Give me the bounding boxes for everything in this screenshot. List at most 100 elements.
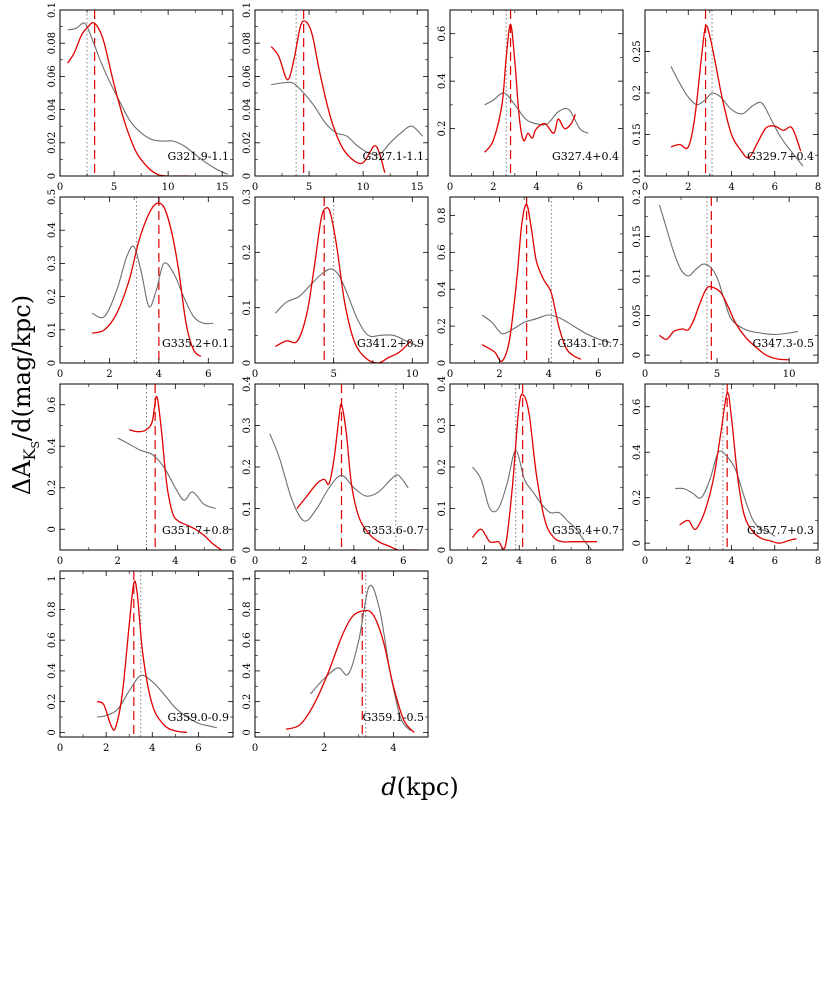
series-line-model <box>670 66 804 167</box>
y-tick-label: 0 <box>242 173 253 179</box>
x-tick-label: 2 <box>321 743 327 754</box>
panel-source-label: G353.6-0.7 <box>363 524 425 537</box>
x-tick-label: 2 <box>481 556 487 567</box>
series-line-observed <box>91 202 202 357</box>
x-tick-label: 10 <box>162 182 175 193</box>
panel-source-label: G351.7+0.8 <box>162 524 229 537</box>
x-tick-label: 6 <box>772 182 778 193</box>
y-tick-label: 0.6 <box>437 244 448 260</box>
y-tick-label: 0.3 <box>437 418 448 434</box>
y-tick-label: 0.1 <box>437 501 448 517</box>
y-tick-label: 0.2 <box>47 480 58 496</box>
x-tick-label: 4 <box>149 743 155 754</box>
series-line-model <box>658 204 798 336</box>
panel-g351-7-0-8: 0 2 4 6 0 0.2 0.4 0.6 G351.7+0.8 <box>47 383 236 567</box>
panel-g357-7-0-3: 0 2 4 6 8 0 0.2 0.4 0.6 G357.7+0.3 <box>632 383 821 567</box>
panel-frame <box>254 570 429 738</box>
series-line-model <box>117 437 216 510</box>
panel-source-label: G327.4+0.4 <box>552 150 619 163</box>
y-tick-label: 0 <box>47 173 58 179</box>
y-axis-title-sub: K <box>20 447 39 460</box>
series-line-observed <box>679 392 797 544</box>
y-tick-label: 0.1 <box>242 2 253 18</box>
y-tick-label: 0.6 <box>242 632 253 648</box>
y-tick-label: 0.6 <box>47 632 58 648</box>
x-tick-label: 4 <box>390 743 396 754</box>
y-tick-label: 0 <box>242 360 253 366</box>
x-tick-label: 2 <box>496 369 502 380</box>
series-line-observed <box>296 403 419 550</box>
y-axis-title: ΔAKS/d(mag/kpc) <box>8 295 42 495</box>
plot-area <box>96 571 218 737</box>
x-tick-label: 8 <box>815 556 821 567</box>
x-tick-label: 6 <box>595 369 601 380</box>
y-tick-label: 0.4 <box>437 281 448 297</box>
x-tick-label: 2 <box>114 556 120 567</box>
y-tick-label: 0.1 <box>632 268 643 284</box>
x-tick-label: 4 <box>533 182 539 193</box>
x-tick-label: 0 <box>57 182 63 193</box>
x-tick-label: 10 <box>406 369 419 380</box>
y-tick-label: 0.3 <box>242 418 253 434</box>
y-tick-label: 0.4 <box>47 438 58 454</box>
series-line-model <box>67 22 228 175</box>
x-tick-label: 0 <box>447 369 453 380</box>
plot-area <box>481 197 611 363</box>
y-tick-label: 0.3 <box>47 255 58 271</box>
x-tick-label: 6 <box>205 369 211 380</box>
y-tick-label: 0.2 <box>632 490 643 506</box>
y-tick-label: 0 <box>242 729 253 735</box>
y-tick-label: 0 <box>47 729 58 735</box>
panel-source-label: G343.1-0.7 <box>558 337 620 350</box>
x-tick-label: 4 <box>156 369 162 380</box>
panel-g347-3-0-5: 0 5 10 0 0.05 0.1 0.15 0.2 G347.3-0.5 <box>632 189 819 380</box>
series-line-model <box>96 674 218 729</box>
y-tick-label: 0.3 <box>242 189 253 205</box>
panel-source-label: G355.4+0.7 <box>552 524 619 537</box>
series-line-model <box>675 450 776 537</box>
x-tick-label: 5 <box>111 182 117 193</box>
panel-source-label: G357.7+0.3 <box>747 524 814 537</box>
series-line-model <box>271 81 423 156</box>
y-axis-title-subsub: S <box>29 441 42 449</box>
plot-area <box>484 10 589 176</box>
y-tick-label: 0.2 <box>242 244 253 260</box>
panel-g327-1-1-1: 0 5 10 15 0 0.02 0.04 0.06 0.08 0.1 G327.1-1.1 <box>242 2 429 193</box>
x-tick-label: 2 <box>685 556 691 567</box>
x-tick-label: 4 <box>516 556 522 567</box>
plot-area <box>472 384 597 550</box>
y-tick-label: 1 <box>242 575 253 581</box>
x-tick-label: 8 <box>585 556 591 567</box>
panel-g359-0-0-9: 0 2 4 6 0 0.2 0.4 0.6 0.8 1 G359.0-0.9 <box>47 570 234 754</box>
y-tick-label: 0.8 <box>437 207 448 223</box>
panel-source-label: G347.3-0.5 <box>753 337 815 350</box>
panel-source-label: G329.7+0.4 <box>747 150 814 163</box>
series-line-model <box>472 449 593 550</box>
panel-g341-2-0-9: 0 5 10 0 0.1 0.2 0.3 G341.2+0.9 <box>242 189 429 380</box>
x-tick-label: 6 <box>400 556 406 567</box>
plot-area <box>658 197 798 363</box>
x-tick-label: 0 <box>642 556 648 567</box>
y-tick-label: 0.4 <box>242 663 253 679</box>
x-tick-label: 4 <box>728 182 734 193</box>
x-tick-label: 10 <box>783 369 796 380</box>
x-tick-label: 0 <box>57 743 63 754</box>
y-tick-label: 0.1 <box>47 2 58 18</box>
panel-g327-4-0-4: 0 2 4 6 0.2 0.4 0.6 G327.4+0.4 <box>437 9 624 193</box>
x-tick-label: 0 <box>252 182 258 193</box>
x-tick-label: 4 <box>728 556 734 567</box>
panel-g329-7-0-4: 0 2 4 6 8 0.1 0.15 0.2 0.25 G329.7+0.4 <box>632 9 821 193</box>
panel-source-label: G321.9-1.1 <box>168 150 230 163</box>
panel-frame <box>449 196 624 364</box>
y-tick-label: 0.2 <box>242 694 253 710</box>
series-line-observed <box>481 203 582 363</box>
y-tick-label: 0.4 <box>437 376 448 392</box>
y-tick-label: 0.6 <box>632 399 643 415</box>
y-tick-label: 0.4 <box>632 444 643 460</box>
y-tick-label: 0.02 <box>242 132 253 154</box>
plot-area <box>269 384 419 550</box>
y-tick-label: 0.02 <box>47 132 58 154</box>
plot-area <box>270 10 423 176</box>
series-line-model <box>275 268 419 347</box>
